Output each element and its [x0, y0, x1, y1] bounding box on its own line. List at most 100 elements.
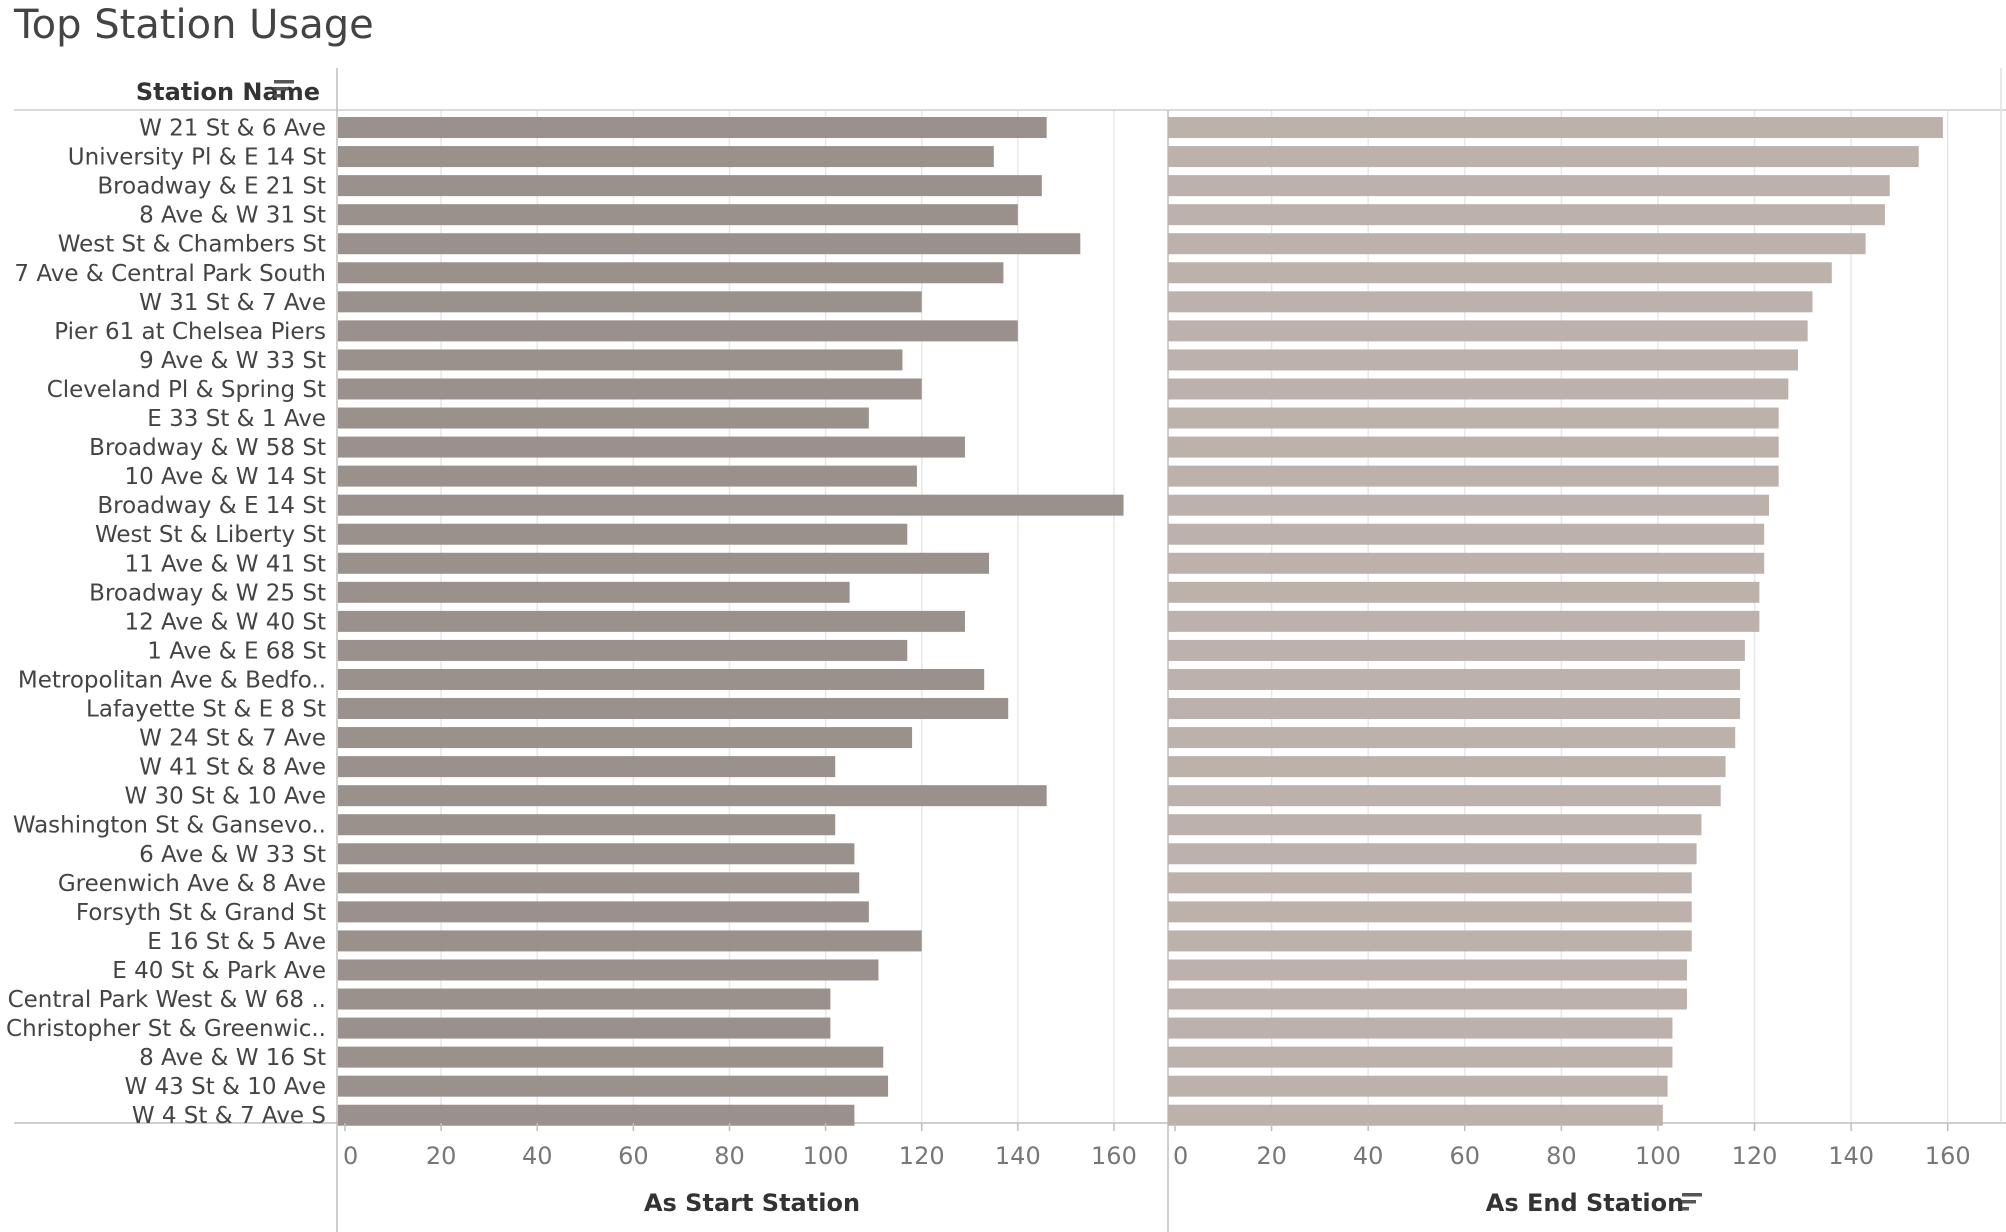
bar-end[interactable] [1168, 175, 1890, 197]
bar-start[interactable] [338, 465, 917, 487]
bar-end[interactable] [1168, 668, 1741, 690]
row-label[interactable]: Broadway & E 14 St [97, 493, 326, 519]
bar-end[interactable] [1168, 552, 1765, 574]
bar-end[interactable] [1168, 581, 1760, 603]
bar-start[interactable] [338, 639, 908, 661]
row-label[interactable]: University Pl & E 14 St [68, 145, 326, 171]
bar-end[interactable] [1168, 959, 1687, 981]
bar-start[interactable] [338, 901, 869, 923]
bar-start[interactable] [338, 1017, 831, 1039]
bar-end[interactable] [1168, 523, 1765, 545]
bar-start[interactable] [338, 552, 989, 574]
bar-start[interactable] [338, 610, 965, 632]
row-label[interactable]: West St & Chambers St [58, 232, 326, 258]
bar-end[interactable] [1168, 291, 1813, 313]
row-label[interactable]: 9 Ave & W 33 St [139, 348, 326, 374]
bar-end[interactable] [1168, 1046, 1673, 1068]
row-label[interactable]: Broadway & W 58 St [89, 435, 326, 461]
bar-start[interactable] [338, 378, 922, 400]
bar-start[interactable] [338, 930, 922, 952]
bar-end[interactable] [1168, 465, 1779, 487]
row-label[interactable]: 7 Ave & Central Park South [14, 261, 326, 287]
row-label[interactable]: 10 Ave & W 14 St [124, 464, 326, 490]
bar-end[interactable] [1168, 146, 1919, 168]
bar-end[interactable] [1168, 727, 1736, 749]
bar-end[interactable] [1168, 872, 1692, 894]
bar-start[interactable] [338, 1075, 889, 1097]
bar-end[interactable] [1168, 988, 1687, 1010]
row-label[interactable]: Forsyth St & Grand St [76, 900, 326, 926]
row-label[interactable]: E 33 St & 1 Ave [147, 406, 326, 432]
bar-start[interactable] [338, 349, 903, 371]
bar-start[interactable] [338, 698, 1009, 720]
bar-start[interactable] [338, 727, 913, 749]
bar-end[interactable] [1168, 1104, 1663, 1126]
bar-end[interactable] [1168, 756, 1726, 778]
bar-end[interactable] [1168, 378, 1789, 400]
bar-start[interactable] [338, 1046, 884, 1068]
bar-end[interactable] [1168, 610, 1760, 632]
row-label[interactable]: 1 Ave & E 68 St [147, 638, 326, 664]
bar-start[interactable] [338, 523, 908, 545]
bar-end[interactable] [1168, 117, 1943, 139]
bar-start[interactable] [338, 756, 836, 778]
bar-end[interactable] [1168, 320, 1808, 342]
bar-start[interactable] [338, 175, 1042, 197]
row-label[interactable]: Washington St & Gansevo.. [13, 813, 326, 839]
row-label[interactable]: Pier 61 at Chelsea Piers [54, 319, 326, 345]
bar-end[interactable] [1168, 494, 1770, 516]
row-label[interactable]: 11 Ave & W 41 St [124, 551, 326, 577]
bar-end[interactable] [1168, 1075, 1668, 1097]
bar-start[interactable] [338, 494, 1124, 516]
bar-start[interactable] [338, 668, 985, 690]
bar-start[interactable] [338, 581, 850, 603]
row-label[interactable]: Greenwich Ave & 8 Ave [58, 871, 326, 897]
bar-start[interactable] [338, 785, 1047, 807]
bar-start[interactable] [338, 988, 831, 1010]
bar-start[interactable] [338, 436, 965, 458]
row-label[interactable]: 8 Ave & W 31 St [139, 203, 326, 229]
row-label[interactable]: West St & Liberty St [95, 522, 326, 548]
row-label[interactable]: Central Park West & W 68 .. [8, 987, 326, 1013]
bar-start[interactable] [338, 262, 1004, 284]
bar-end[interactable] [1168, 204, 1885, 226]
bar-start[interactable] [338, 320, 1018, 342]
bar-start[interactable] [338, 843, 855, 865]
bar-end[interactable] [1168, 349, 1798, 371]
row-label[interactable]: W 30 St & 10 Ave [124, 784, 326, 810]
row-label[interactable]: Cleveland Pl & Spring St [47, 377, 326, 403]
row-label[interactable]: 8 Ave & W 16 St [139, 1045, 326, 1071]
bar-end[interactable] [1168, 698, 1741, 720]
bar-start[interactable] [338, 872, 860, 894]
bar-end[interactable] [1168, 233, 1866, 255]
bar-start[interactable] [338, 959, 879, 981]
row-label[interactable]: 12 Ave & W 40 St [124, 609, 326, 635]
bar-start[interactable] [338, 204, 1018, 226]
row-label[interactable]: W 4 St & 7 Ave S [132, 1103, 326, 1129]
bar-end[interactable] [1168, 436, 1779, 458]
row-label[interactable]: W 24 St & 7 Ave [139, 726, 326, 752]
bar-start[interactable] [338, 146, 994, 168]
row-label[interactable]: W 31 St & 7 Ave [139, 290, 326, 316]
row-label[interactable]: W 43 St & 10 Ave [124, 1074, 326, 1100]
bar-end[interactable] [1168, 262, 1832, 284]
bar-end[interactable] [1168, 407, 1779, 429]
bar-end[interactable] [1168, 843, 1697, 865]
bar-start[interactable] [338, 291, 922, 313]
row-label[interactable]: 6 Ave & W 33 St [139, 842, 326, 868]
bar-end[interactable] [1168, 901, 1692, 923]
bar-end[interactable] [1168, 639, 1745, 661]
bar-end[interactable] [1168, 814, 1702, 836]
bar-start[interactable] [338, 407, 869, 429]
bar-start[interactable] [338, 814, 836, 836]
row-label[interactable]: W 41 St & 8 Ave [139, 755, 326, 781]
row-label[interactable]: Lafayette St & E 8 St [86, 697, 326, 723]
row-label[interactable]: E 16 St & 5 Ave [147, 929, 326, 955]
row-label[interactable]: Broadway & W 25 St [89, 580, 326, 606]
bar-start[interactable] [338, 1104, 855, 1126]
row-label[interactable]: Metropolitan Ave & Bedfo.. [18, 667, 326, 693]
bar-start[interactable] [338, 117, 1047, 139]
row-label[interactable]: Christopher St & Greenwic.. [6, 1016, 326, 1042]
row-label[interactable]: E 40 St & Park Ave [112, 958, 326, 984]
bar-end[interactable] [1168, 930, 1692, 952]
